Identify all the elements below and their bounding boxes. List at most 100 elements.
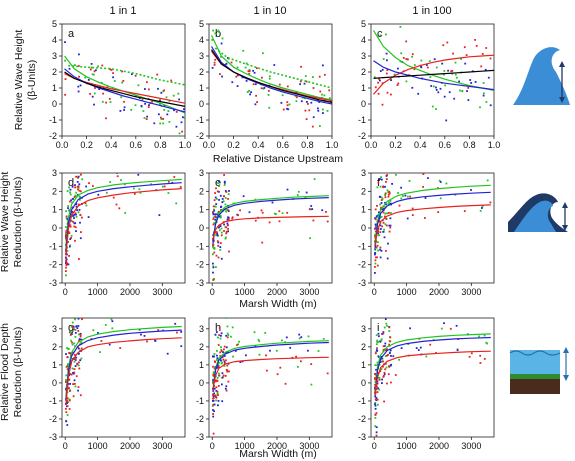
scatter-point bbox=[213, 392, 215, 395]
scatter-point bbox=[173, 176, 176, 178]
scatter-point bbox=[74, 186, 76, 189]
scatter-point bbox=[376, 339, 378, 342]
scatter-point bbox=[97, 332, 99, 334]
scatter-point bbox=[214, 379, 217, 382]
scatter-point bbox=[219, 216, 222, 219]
series-line-green bbox=[212, 195, 329, 243]
scatter-point bbox=[74, 385, 77, 388]
scatter-point bbox=[218, 334, 221, 336]
scatter-point bbox=[380, 339, 383, 342]
x-tick-label: 2000 bbox=[120, 287, 140, 297]
scatter-point bbox=[221, 198, 224, 200]
scatter-point bbox=[262, 52, 264, 55]
scatter-point bbox=[411, 207, 414, 210]
scatter-point bbox=[317, 107, 319, 110]
scatter-point bbox=[388, 352, 391, 354]
scatter-point bbox=[76, 209, 78, 211]
scatter-point bbox=[77, 185, 80, 188]
scatter-point bbox=[226, 325, 229, 328]
x-tick-label: 3000 bbox=[152, 441, 172, 451]
scatter-point bbox=[482, 82, 485, 84]
x-tick-label: 0.0 bbox=[56, 140, 69, 150]
scatter-point bbox=[215, 187, 217, 190]
x-tick-label: 0.0 bbox=[203, 140, 216, 150]
scatter-point bbox=[217, 29, 220, 32]
scatter-point bbox=[78, 189, 81, 192]
y-tick-label: 2 bbox=[199, 342, 204, 352]
scatter-point bbox=[77, 65, 80, 67]
scatter-point bbox=[212, 253, 214, 256]
scatter-point bbox=[220, 257, 223, 260]
scatter-point bbox=[212, 393, 214, 396]
scatter-point bbox=[319, 125, 321, 127]
scatter-point bbox=[221, 383, 223, 386]
scatter-point bbox=[383, 236, 386, 239]
scatter-point bbox=[377, 92, 380, 95]
scatter-point bbox=[85, 185, 87, 188]
scatter-point bbox=[77, 310, 79, 312]
scatter-point bbox=[411, 214, 414, 216]
scatter-point bbox=[228, 370, 230, 373]
scatter-point bbox=[66, 253, 68, 256]
y-tick-label: 0 bbox=[52, 99, 57, 109]
panel-letter: i bbox=[377, 322, 379, 334]
scatter-point bbox=[268, 221, 271, 224]
scatter-point bbox=[182, 116, 184, 119]
scatter-point bbox=[101, 100, 104, 103]
scatter-point bbox=[246, 91, 249, 93]
scatter-point bbox=[218, 199, 220, 201]
scatter-point bbox=[377, 377, 380, 380]
scatter-point bbox=[385, 203, 387, 206]
scatter-point bbox=[483, 92, 485, 95]
scatter-point bbox=[408, 180, 411, 182]
scatter-point bbox=[65, 374, 68, 377]
scatter-point bbox=[77, 386, 80, 388]
scatter-point bbox=[124, 212, 127, 214]
scatter-point bbox=[376, 264, 379, 267]
scatter-point bbox=[254, 345, 257, 347]
scatter-point bbox=[77, 188, 79, 191]
scatter-point bbox=[375, 434, 378, 437]
scatter-point bbox=[226, 332, 229, 335]
scatter-point bbox=[406, 217, 409, 220]
scatter-point bbox=[71, 197, 74, 200]
scatter-point bbox=[388, 192, 391, 195]
scatter-point bbox=[387, 203, 390, 205]
scatter-point bbox=[66, 405, 69, 407]
scatter-point bbox=[379, 231, 382, 233]
scatter-point bbox=[218, 30, 220, 33]
scatter-point bbox=[374, 407, 377, 410]
scatter-point bbox=[212, 395, 215, 398]
scatter-point bbox=[310, 205, 313, 207]
scatter-point bbox=[69, 191, 71, 194]
scatter-point bbox=[68, 408, 71, 410]
scatter-point bbox=[242, 195, 245, 198]
scatter-point bbox=[400, 52, 403, 55]
scatter-point bbox=[465, 154, 467, 156]
scatter-point bbox=[79, 84, 82, 87]
scatter-point bbox=[379, 185, 382, 188]
scatter-point bbox=[74, 212, 77, 215]
y-tick-label: -3 bbox=[49, 432, 57, 442]
scatter-point bbox=[122, 80, 125, 82]
scatter-point bbox=[299, 83, 301, 86]
scatter-point bbox=[180, 345, 183, 348]
scatter-point bbox=[219, 242, 222, 244]
scatter-point bbox=[118, 207, 121, 210]
scatter-point bbox=[221, 201, 224, 204]
scatter-point bbox=[71, 321, 74, 324]
scatter-point bbox=[220, 234, 223, 237]
scatter-point bbox=[212, 211, 214, 213]
panel-data bbox=[65, 173, 182, 277]
scatter-point bbox=[223, 365, 226, 367]
scatter-point bbox=[218, 215, 221, 218]
scatter-point bbox=[384, 185, 386, 188]
series-line-black bbox=[373, 69, 494, 79]
scatter-point bbox=[374, 253, 376, 256]
scatter-point bbox=[76, 327, 79, 329]
scatter-point bbox=[300, 100, 303, 103]
scatter-point bbox=[286, 104, 289, 107]
scatter-point bbox=[138, 328, 141, 331]
scatter-point bbox=[77, 85, 80, 88]
scatter-point bbox=[214, 380, 217, 383]
